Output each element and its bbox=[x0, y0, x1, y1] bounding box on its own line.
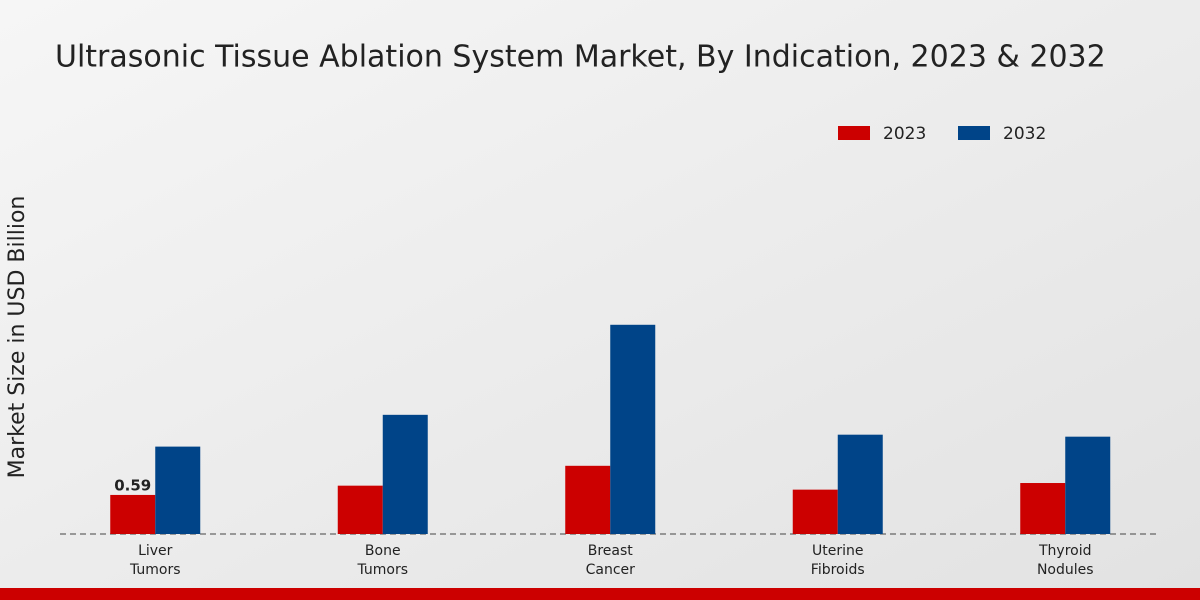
bar bbox=[337, 485, 383, 534]
bar bbox=[155, 446, 201, 534]
y-axis-label: Market Size in USD Billion bbox=[5, 196, 30, 479]
bar bbox=[837, 434, 883, 534]
bar bbox=[565, 465, 611, 534]
x-tick-label: Bone Tumors bbox=[356, 543, 408, 578]
bar bbox=[1065, 436, 1111, 534]
x-tick-label: Breast Cancer bbox=[586, 543, 636, 578]
x-tick-label: Uterine Fibroids bbox=[811, 543, 865, 578]
bar bbox=[610, 324, 656, 534]
legend-label: 2032 bbox=[1003, 124, 1046, 144]
legend-swatch bbox=[958, 126, 990, 140]
bar bbox=[792, 489, 838, 534]
legend-swatch bbox=[838, 126, 870, 140]
legend-label: 2023 bbox=[883, 124, 926, 144]
value-label: 0.59 bbox=[114, 476, 151, 494]
bar bbox=[110, 494, 156, 534]
chart-title: Ultrasonic Tissue Ablation System Market… bbox=[55, 40, 1106, 75]
x-tick-label: Liver Tumors bbox=[129, 543, 181, 578]
bar bbox=[382, 414, 428, 534]
bar bbox=[1020, 483, 1066, 534]
footer-bar bbox=[0, 588, 1200, 600]
x-tick-label: Thyroid Nodules bbox=[1037, 543, 1094, 578]
